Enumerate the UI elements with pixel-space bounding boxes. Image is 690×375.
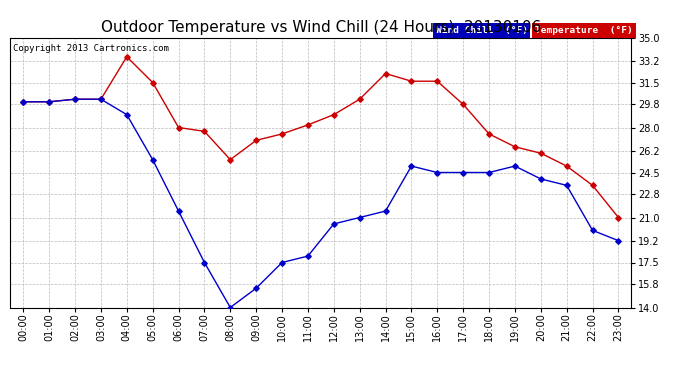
Text: Copyright 2013 Cartronics.com: Copyright 2013 Cartronics.com (14, 44, 169, 53)
Title: Outdoor Temperature vs Wind Chill (24 Hours)  20130106: Outdoor Temperature vs Wind Chill (24 Ho… (101, 20, 541, 35)
Text: Wind Chill  (°F): Wind Chill (°F) (436, 26, 528, 35)
Text: Temperature  (°F): Temperature (°F) (535, 26, 633, 35)
